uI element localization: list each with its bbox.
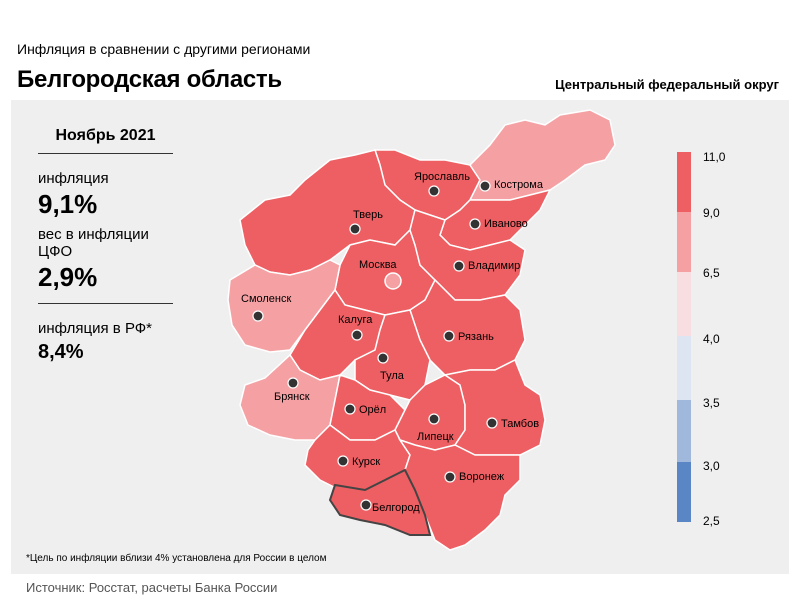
dot-kostroma (479, 180, 491, 192)
region-tambov (443, 358, 546, 456)
dot-ivanovo (469, 218, 481, 230)
weight-label: вес в инфляции ЦФО (38, 226, 149, 260)
legend-tick-label: 11,0 (703, 150, 726, 164)
dot-tambov (486, 417, 498, 429)
legend-scale: 11,0 9,0 6,5 4,0 3,5 3,0 2,5 (677, 150, 726, 528)
region-vladimir (409, 209, 526, 301)
rf-inflation-label: инфляция в РФ* (38, 320, 153, 337)
dot-bryansk (287, 377, 299, 389)
weight-value: 2,9% (38, 262, 98, 292)
label-ryazan: Рязань (458, 331, 494, 343)
legend-tick-label: 3,0 (703, 459, 720, 473)
label-vladimir: Владимир (468, 260, 520, 272)
dot-kursk (337, 455, 349, 467)
label-tver: Тверь (353, 209, 383, 221)
city-labels: Ярославль Кострома Тверь Иваново Москва … (241, 171, 544, 514)
dot-yaroslavl (428, 185, 440, 197)
dot-belgorod (360, 499, 372, 511)
footnote: *Цель по инфляции вблизи 4% установлена … (26, 553, 327, 564)
label-kursk: Курск (352, 456, 380, 468)
dot-vladimir (453, 260, 465, 272)
moscow-city-marker (384, 272, 402, 290)
label-smolensk: Смоленск (241, 293, 291, 305)
legend-band-1 (677, 152, 691, 212)
dot-lipetsk (428, 413, 440, 425)
dot-tver (349, 223, 361, 235)
district-name: Центральный федеральный округ (555, 77, 779, 92)
inflation-label: инфляция (38, 170, 109, 187)
dot-smolensk (252, 310, 264, 322)
region-ryazan (409, 278, 526, 376)
legend-band-4 (677, 336, 691, 400)
rf-inflation-value: 8,4% (38, 341, 84, 363)
label-bryansk: Брянск (274, 391, 310, 403)
label-tula: Тула (380, 370, 405, 382)
legend-tick-label: 6,5 (703, 266, 720, 280)
label-belgorod: Белгород (372, 502, 420, 514)
dot-oryol (344, 403, 356, 415)
dot-kaluga (351, 329, 363, 341)
legend-tick-label: 2,5 (703, 514, 720, 528)
label-oryol: Орёл (359, 404, 386, 416)
label-yaroslavl: Ярославль (414, 171, 470, 183)
label-voronezh: Воронеж (459, 471, 505, 483)
dot-tula (377, 352, 389, 364)
inflation-value: 9,1% (38, 189, 98, 219)
stats-panel: Ноябрь 2021 инфляция 9,1% вес в инфляции… (38, 127, 173, 364)
legend-tick-label: 3,5 (703, 396, 720, 410)
divider (38, 303, 173, 304)
legend-tick-label: 9,0 (703, 206, 720, 220)
label-lipetsk: Липецк (417, 431, 454, 443)
dot-voronezh (444, 471, 456, 483)
label-tambov: Тамбов (501, 418, 539, 430)
dot-ryazan (443, 330, 455, 342)
legend-band-6 (677, 462, 691, 522)
legend-band-5 (677, 400, 691, 462)
city-dots (252, 180, 498, 511)
region-title: Белгородская область (17, 66, 282, 93)
region-belgorod (328, 468, 432, 536)
label-moscow: Москва (359, 259, 397, 271)
legend-band-2 (677, 212, 691, 272)
label-ivanovo: Иваново (484, 218, 528, 230)
legend-tick-label: 4,0 (703, 332, 720, 346)
source-note: Источник: Росстат, расчеты Банка России (26, 580, 278, 595)
label-kaluga: Калуга (338, 314, 373, 326)
chart-subtitle: Инфляция в сравнении с другими регионами (17, 41, 311, 57)
month-label: Ноябрь 2021 (38, 127, 173, 154)
label-kostroma: Кострома (494, 179, 544, 191)
legend-band-3 (677, 272, 691, 336)
